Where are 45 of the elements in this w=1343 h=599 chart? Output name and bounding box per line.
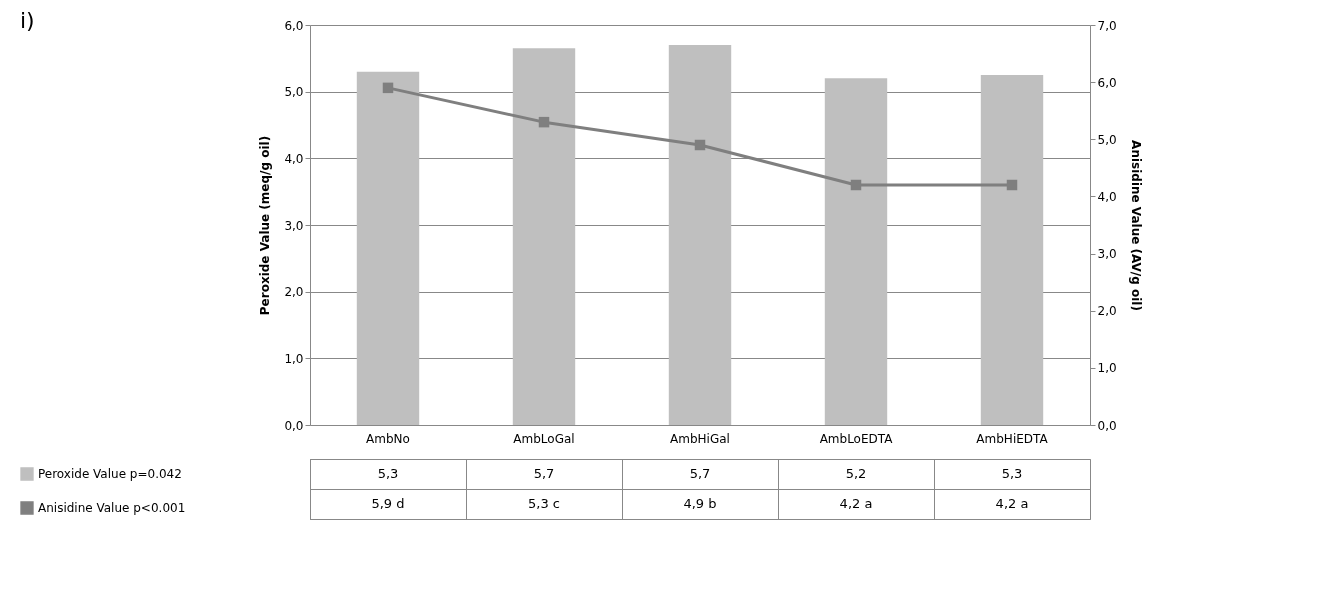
x-tick-label: AmbLoGal [513,431,575,446]
data-label: 5,7 [689,466,711,481]
y2-tick-label: 2,0 [1097,304,1117,319]
point [1006,179,1018,191]
bar [512,48,576,425]
y-tick-label: 0,0 [284,418,304,433]
x-tick-label: AmbLoEDTA [819,431,894,446]
y2-tick-label: 5,0 [1097,132,1117,147]
data-label: 4,9 b [683,496,717,511]
y2-tick-label: 1,0 [1097,361,1117,376]
point [850,179,862,191]
y-tick-label: 3,0 [284,218,304,233]
point [694,139,706,151]
y-tick-label: 2,0 [284,285,304,300]
x-tick-label: AmbHiEDTA [976,431,1049,446]
data-label: 5,9 d [371,496,405,511]
y2-tick-label: 4,0 [1097,189,1117,204]
y2-axis-title: Anisidine Value (AV/g oil) [1128,140,1143,311]
legend-label: Peroxide Value p=0.042 [38,467,182,481]
bar [980,75,1044,425]
data-label: 5,2 [845,466,867,481]
y-tick-label: 6,0 [284,18,304,33]
data-label: 5,3 [1001,466,1023,481]
y-tick-label: 4,0 [284,151,304,166]
bar [356,71,420,425]
point [538,116,550,128]
y-axis-title: Peroxide Value (meq/g oil) [258,135,273,316]
y-tick-label: 1,0 [284,351,304,366]
y2-tick-label: 6,0 [1097,75,1117,90]
data-label: 4,2 a [995,496,1029,511]
x-tick-label: AmbNo [366,431,410,446]
data-label: 5,3 c [528,496,560,511]
y-tick-label: 5,0 [284,85,304,100]
data-label: 5,3 [377,466,399,481]
bar [824,78,888,425]
legend-label: Anisidine Value p<0.001 [38,501,186,515]
x-tick-label: AmbHiGal [670,431,730,446]
point [382,82,394,94]
data-label: 5,7 [533,466,555,481]
y2-tick-label: 7,0 [1097,18,1117,33]
data-label: 4,2 a [839,496,873,511]
bar [668,45,732,425]
text: i) [20,8,35,33]
y2-tick-label: 0,0 [1097,418,1117,433]
y2-tick-label: 3,0 [1097,247,1117,262]
